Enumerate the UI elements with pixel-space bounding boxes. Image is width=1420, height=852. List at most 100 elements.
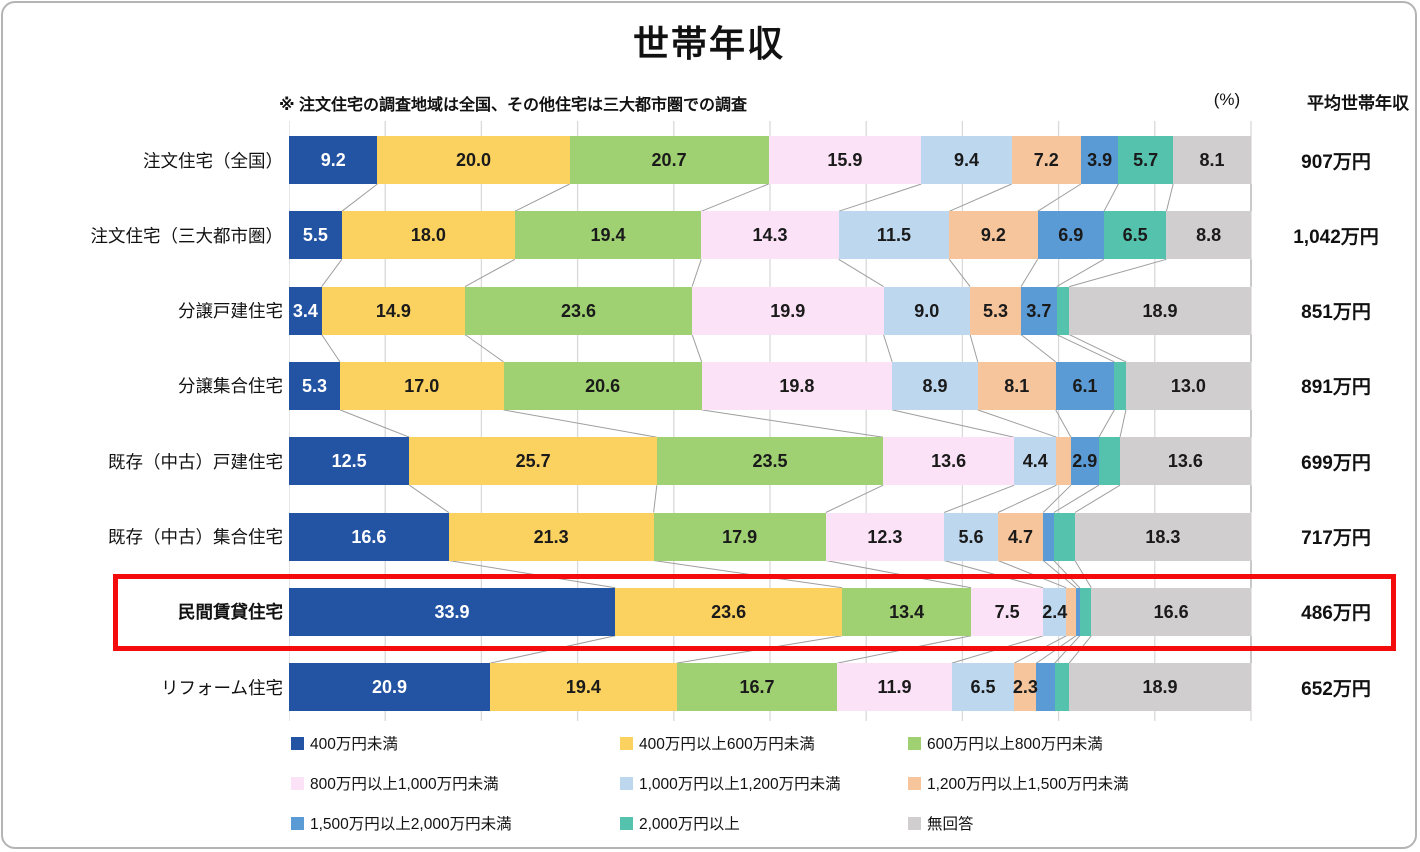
row-label: リフォーム住宅: [161, 677, 283, 698]
legend-swatch: [620, 816, 633, 830]
segment-value: 20.9: [372, 677, 408, 698]
row-label: 分譲集合住宅: [178, 376, 283, 397]
legend-swatch: [291, 736, 304, 750]
bar-segment: 2.9: [1070, 437, 1099, 486]
legend-label: 600万円以上800万円未満: [927, 736, 1103, 753]
bar-segment: 19.4: [514, 211, 702, 260]
bar-segment: 19.8: [701, 361, 893, 410]
average-income-value: 1,042万円: [1293, 226, 1379, 248]
segment-value: 18.3: [1145, 526, 1181, 547]
row-label: 注文住宅（三大都市圏）: [90, 225, 284, 246]
segment-value: 5.7: [1133, 150, 1159, 170]
bar-segment: 17.0: [339, 361, 504, 410]
segment-value: 8.1: [1004, 375, 1030, 396]
segment-value: 9.2: [320, 150, 346, 170]
bar-segment: 9.2: [949, 211, 1038, 260]
segment-value: 3.4: [292, 300, 318, 321]
bar-segment: 23.6: [615, 587, 843, 636]
bar-segment: 11.9: [837, 663, 952, 712]
bar-segment: [1056, 437, 1071, 486]
bar-segment: 15.9: [768, 136, 922, 184]
bar-segment: 13.0: [1125, 361, 1251, 410]
segment-value: 6.5: [970, 677, 996, 698]
bar-segment: 20.7: [569, 136, 769, 184]
row-label: 既存（中古）集合住宅: [108, 527, 283, 547]
segment-value: 12.3: [867, 526, 903, 547]
legend-item: 1,200万円以上1,500万円未満: [908, 772, 1129, 794]
bar-segment: [1066, 587, 1076, 636]
segment-value: 19.4: [565, 677, 601, 698]
segment-value: 13.6: [1167, 451, 1203, 472]
bar-segment: 2.4: [1042, 587, 1068, 636]
bar-segment: 5.3: [289, 361, 340, 410]
segment-value: 15.9: [827, 150, 863, 170]
survey-note: ※ 注文住宅の調査地域は全国、その他住宅は三大都市圏での調査: [278, 97, 747, 114]
legend-swatch: [620, 776, 633, 790]
legend-item: 800万円以上1,000万円未満: [291, 772, 499, 794]
segment-value: 23.6: [711, 601, 747, 622]
bar-segment: 9.2: [289, 136, 378, 184]
segment-value: 2.9: [1072, 451, 1098, 472]
segment-value: 16.6: [351, 526, 387, 547]
legend-swatch: [908, 776, 921, 790]
legend-label: 1,200万円以上1,500万円未満: [927, 776, 1129, 793]
segment-value: 20.6: [585, 375, 621, 396]
legend-item: 400万円以上600万円未満: [620, 732, 815, 754]
segment-value: 14.9: [375, 300, 411, 321]
bar-segment: 18.0: [341, 211, 515, 260]
segment-value: 5.5: [302, 225, 328, 246]
bar-segment: 5.5: [289, 211, 342, 260]
segment-value: 19.9: [770, 300, 806, 321]
average-income-value: 652万円: [1301, 678, 1371, 700]
legend-item: 600万円以上800万円未満: [908, 732, 1103, 754]
average-income-value: 851万円: [1301, 302, 1371, 324]
bar-segment: [1043, 512, 1054, 561]
segment-value: 4.4: [1022, 451, 1048, 472]
bar-segment: 13.6: [1119, 437, 1251, 486]
bar-segment: 7.5: [971, 587, 1044, 636]
legend-label: 800万円以上1,000万円未満: [310, 776, 499, 793]
bar-segment: [1098, 437, 1120, 486]
segment-value: 20.7: [651, 150, 687, 170]
segment-value: 8.1: [1199, 150, 1225, 170]
segment-value: 8.8: [1196, 225, 1222, 246]
stacked-bar: 20.9 19.4 16.7 11.9 6.5 2.3 18.9: [289, 663, 1251, 712]
bar-segment: 6.5: [951, 663, 1015, 712]
bar-segment: 5.3: [970, 286, 1022, 335]
bar-segment: 9.0: [883, 286, 971, 335]
bar-segment: 3.9: [1080, 136, 1119, 184]
segment-value: 33.9: [434, 601, 470, 622]
row-label: 既存（中古）戸建住宅: [108, 451, 283, 472]
segment-value: 21.3: [533, 526, 569, 547]
bar-segment: 25.7: [409, 437, 657, 486]
segment-value: 5.3: [301, 375, 327, 396]
bar-segment: 19.4: [490, 663, 677, 712]
bar-segment: 11.5: [838, 211, 950, 260]
bar-segment: 5.7: [1118, 136, 1174, 184]
bar-segment: 8.8: [1166, 211, 1251, 260]
bar-segment: 8.9: [892, 361, 978, 410]
segment-value: 6.9: [1058, 225, 1084, 246]
average-income-value: 891万円: [1301, 377, 1371, 399]
bar-segment: 5.6: [944, 512, 998, 561]
bar-segment: [1079, 587, 1092, 636]
segment-value: 13.4: [889, 601, 925, 622]
bar-segment: 21.3: [448, 512, 654, 561]
legend-item: 400万円未満: [291, 732, 398, 754]
bar-segment: 13.4: [842, 587, 972, 636]
stacked-bar: 5.3 17.0 20.6 19.8 8.9 8.1 6.1 13.0: [289, 361, 1251, 410]
average-income-header: 平均世帯年収: [1307, 94, 1409, 113]
segment-value: 19.4: [590, 225, 626, 246]
legend-label: 400万円以上600万円未満: [639, 736, 815, 753]
bar-segment: 18.9: [1069, 663, 1251, 712]
legend-swatch: [291, 816, 304, 830]
segment-value: 3.7: [1026, 300, 1052, 321]
segment-value: 16.6: [1153, 601, 1189, 622]
bar-segment: 33.9: [289, 587, 616, 636]
segment-value: 2.4: [1042, 601, 1068, 622]
average-income-value: 699万円: [1301, 452, 1371, 474]
segment-value: 9.0: [914, 300, 940, 321]
legend-item: 1,000万円以上1,200万円未満: [620, 772, 841, 794]
stacked-bar: 33.9 23.6 13.4 7.5 2.4 16.6: [289, 587, 1251, 636]
bar-segment: 14.9: [321, 286, 466, 335]
